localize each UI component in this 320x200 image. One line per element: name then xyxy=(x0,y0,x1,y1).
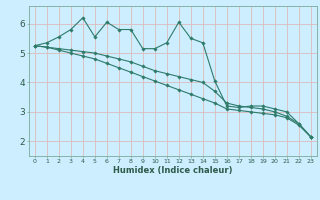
X-axis label: Humidex (Indice chaleur): Humidex (Indice chaleur) xyxy=(113,166,233,175)
